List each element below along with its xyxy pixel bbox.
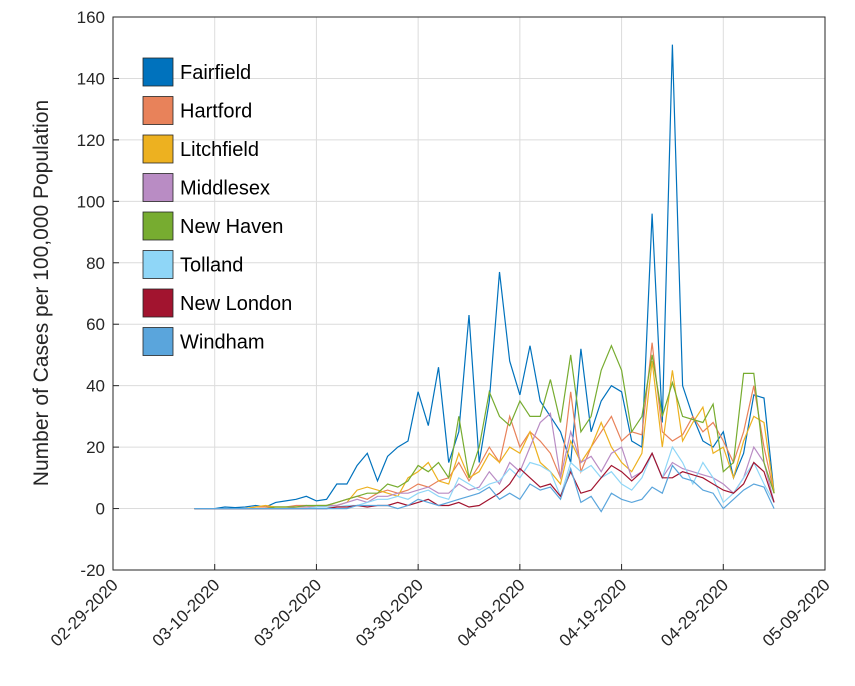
y-tick-label: 40 xyxy=(86,377,105,396)
legend-swatch xyxy=(142,96,174,125)
x-tick-label: 04-19-2020 xyxy=(555,575,630,650)
legend-swatch xyxy=(142,327,174,356)
x-tick-label: 02-29-2020 xyxy=(47,575,122,650)
legend-swatch xyxy=(142,173,174,202)
y-tick-label: 120 xyxy=(77,131,105,150)
plot-frame xyxy=(112,16,826,571)
y-tick-label: -20 xyxy=(80,561,105,580)
x-tick-label: 03-20-2020 xyxy=(250,575,325,650)
legend-label: Tolland xyxy=(180,255,243,277)
y-tick-label: 0 xyxy=(96,500,105,519)
legend-label: New London xyxy=(180,293,292,315)
y-tick-label: 60 xyxy=(86,315,105,334)
x-tick-label: 05-09-2020 xyxy=(759,575,834,650)
series-line xyxy=(194,44,775,510)
series-line xyxy=(194,342,775,510)
legend-label: New Haven xyxy=(180,216,283,238)
legend-swatch xyxy=(142,211,174,241)
legend-label: Middlesex xyxy=(180,178,270,200)
x-tick-label: 03-30-2020 xyxy=(352,575,427,650)
series-line xyxy=(194,344,775,510)
legend-label: Hartford xyxy=(180,101,252,123)
y-tick-label: 100 xyxy=(77,192,105,211)
series-line xyxy=(194,412,775,510)
legend: Fairfield Hartford Litchfield Middlesex New … xyxy=(142,57,292,356)
x-tick-label: 03-10-2020 xyxy=(149,575,224,650)
legend-label: Fairfield xyxy=(180,62,251,84)
legend-swatch xyxy=(142,288,174,318)
y-tick-label: 160 xyxy=(77,8,105,27)
x-tick-label: 04-09-2020 xyxy=(454,575,529,650)
series-line xyxy=(194,464,775,513)
y-axis-label: Number of Cases per 100,000 Population xyxy=(30,100,53,486)
y-tick-label: 140 xyxy=(77,69,105,88)
legend-label: Litchfield xyxy=(180,139,259,161)
legend-swatch xyxy=(142,134,174,164)
legend-swatch xyxy=(142,250,174,279)
x-tick-label: 04-29-2020 xyxy=(657,575,732,650)
legend-label: Windham xyxy=(180,332,264,354)
y-tick-label: 20 xyxy=(86,438,105,457)
y-tick-label: 80 xyxy=(86,254,105,273)
legend-swatch xyxy=(142,57,174,87)
